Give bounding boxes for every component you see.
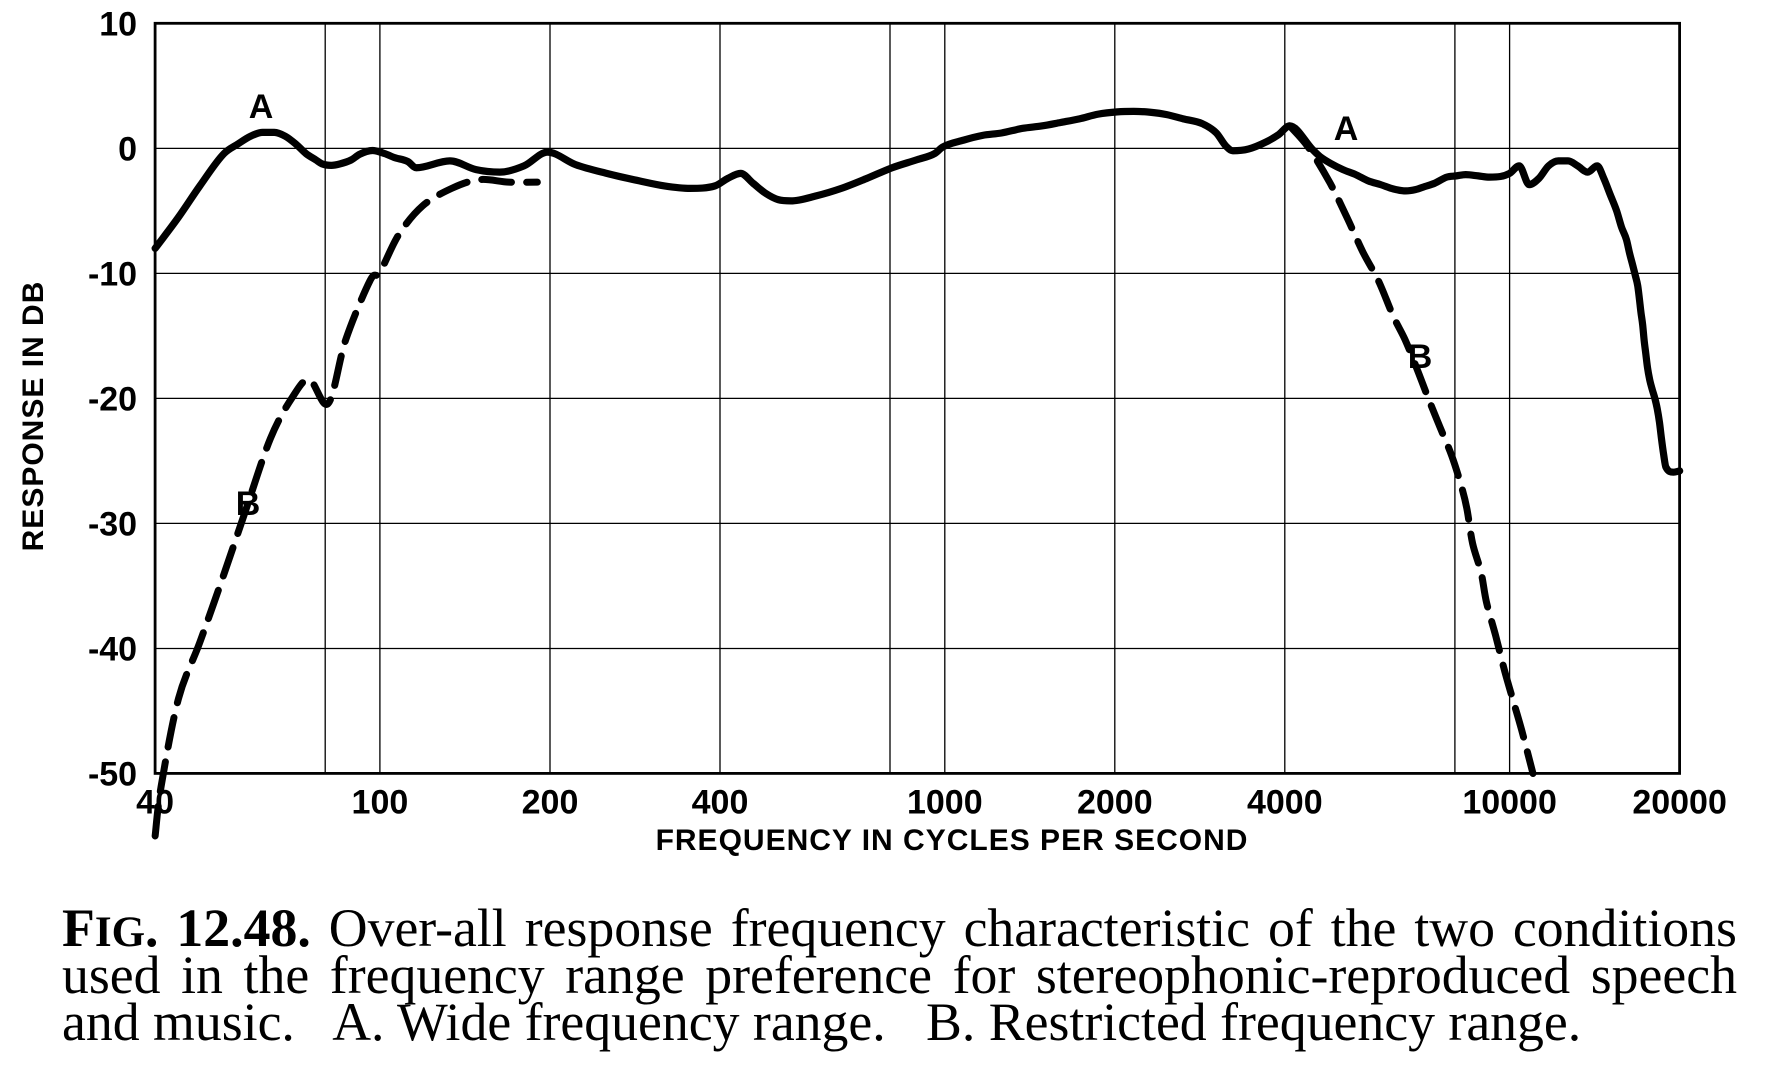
- svg-text:-20: -20: [88, 380, 137, 418]
- svg-text:2000: 2000: [1077, 784, 1153, 822]
- svg-text:B: B: [1408, 338, 1433, 376]
- svg-text:200: 200: [522, 784, 579, 822]
- svg-text:4000: 4000: [1247, 784, 1323, 822]
- svg-text:100: 100: [352, 784, 409, 822]
- svg-text:A: A: [249, 88, 274, 126]
- svg-text:B: B: [236, 485, 261, 523]
- svg-text:0: 0: [118, 130, 137, 168]
- svg-text:FREQUENCY IN CYCLES PER SECOND: FREQUENCY IN CYCLES PER SECOND: [656, 824, 1249, 857]
- svg-text:A: A: [1334, 110, 1359, 148]
- svg-text:-10: -10: [88, 255, 137, 293]
- svg-text:10: 10: [99, 5, 137, 43]
- svg-text:1000: 1000: [907, 784, 983, 822]
- svg-text:-50: -50: [88, 756, 137, 794]
- svg-text:RESPONSE IN DB: RESPONSE IN DB: [17, 281, 50, 552]
- svg-text:10000: 10000: [1462, 784, 1557, 822]
- svg-text:40: 40: [136, 784, 174, 822]
- svg-text:-30: -30: [88, 505, 137, 543]
- svg-text:-40: -40: [88, 631, 137, 669]
- svg-text:400: 400: [692, 784, 749, 822]
- svg-text:20000: 20000: [1632, 784, 1727, 822]
